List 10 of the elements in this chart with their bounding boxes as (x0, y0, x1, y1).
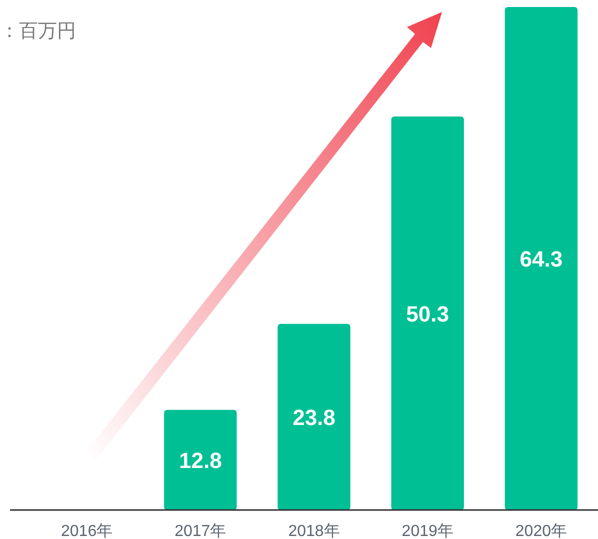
data-label: 12.8 (178, 448, 222, 473)
data-label: 50.3 (406, 301, 450, 326)
x-tick-label: 2018年 (288, 523, 340, 539)
data-label: 64.3 (520, 246, 563, 272)
x-tick-label: 2020年 (515, 523, 567, 539)
x-tick-label: 2016年 (61, 523, 113, 539)
text: ：百万円 (0, 21, 76, 42)
x-tick-label: 2019年 (402, 523, 454, 539)
x-tick-label: 2017年 (174, 523, 226, 539)
data-label: 23.8 (292, 404, 336, 430)
